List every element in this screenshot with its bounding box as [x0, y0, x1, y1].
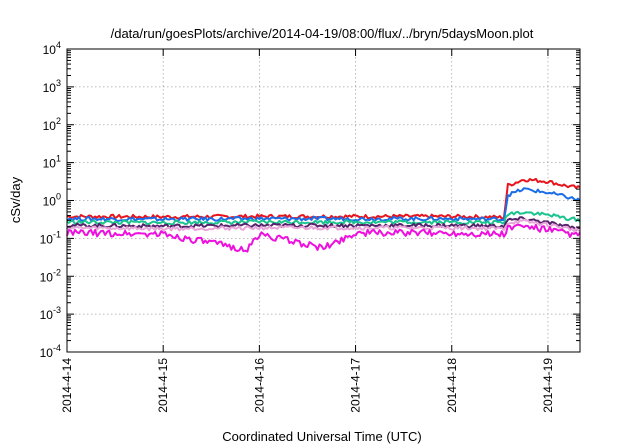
y-axis-label: cSv/day [8, 176, 23, 223]
series-group [66, 177, 581, 253]
series-line [66, 218, 581, 233]
y-tick-label: 10-1 [40, 229, 61, 246]
series-line [66, 223, 581, 253]
y-tick-label: 103 [43, 78, 61, 95]
series-line [66, 177, 581, 220]
y-tick-label: 102 [43, 116, 61, 133]
grid [67, 49, 580, 352]
x-tick-label: 2014-4-17 [349, 358, 363, 413]
y-tick-labels: 10-4 10-3 10-2 10-1 100 101 102 103 104 [40, 40, 61, 360]
series-line [66, 187, 581, 223]
y-tick-label: 100 [43, 192, 61, 209]
series-line [66, 216, 581, 231]
chart-title: /data/run/goesPlots/archive/2014-04-19/0… [111, 26, 534, 41]
y-tick-label: 104 [43, 40, 61, 57]
x-tick-label: 2014-4-18 [445, 358, 459, 413]
y-tick-label: 10-2 [40, 267, 61, 284]
y-tick-label: 10-4 [40, 343, 61, 360]
x-tick-label: 2014-4-14 [60, 358, 74, 413]
x-tick-label: 2014-4-15 [156, 358, 170, 413]
x-tick-labels: 2014-4-14 2014-4-15 2014-4-16 2014-4-17 2014… [60, 358, 555, 413]
series-line [66, 210, 581, 226]
x-axis-label: Coordinated Universal Time (UTC) [222, 429, 421, 444]
y-tick-label: 10-3 [40, 305, 61, 322]
y-tick-label: 101 [43, 154, 61, 171]
x-tick-label: 2014-4-19 [541, 358, 555, 413]
x-tick-label: 2014-4-16 [252, 358, 266, 413]
ticks [66, 48, 580, 353]
